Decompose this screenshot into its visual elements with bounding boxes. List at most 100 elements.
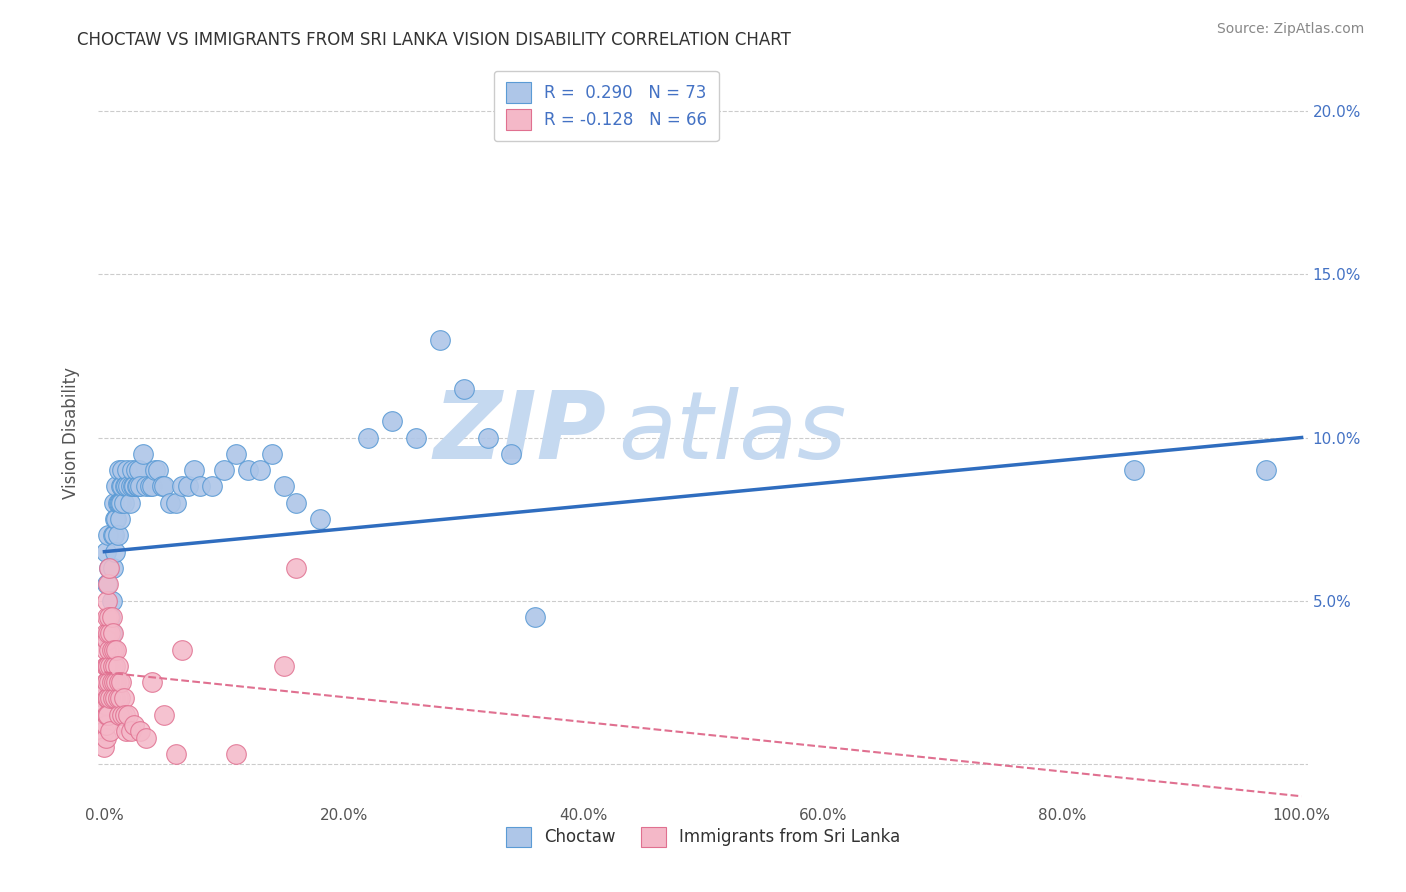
Point: [135, 731, 157, 745]
Point: [118, 496, 141, 510]
Point: [104, 512, 127, 526]
Point: [135, 479, 157, 493]
Point: [188, 479, 211, 493]
Point: [132, 447, 155, 461]
Point: [201, 479, 224, 493]
Point: [129, 479, 152, 493]
Legend: Choctaw, Immigrants from Sri Lanka: Choctaw, Immigrants from Sri Lanka: [499, 820, 907, 854]
Point: [93, 691, 115, 706]
Point: [357, 430, 380, 444]
Point: [103, 642, 125, 657]
Point: [309, 512, 332, 526]
Point: [94, 658, 117, 673]
Point: [273, 479, 295, 493]
Point: [108, 496, 131, 510]
Text: atlas: atlas: [619, 387, 846, 478]
Point: [94, 642, 117, 657]
Point: [98, 675, 121, 690]
Point: [141, 479, 163, 493]
Point: [139, 479, 162, 493]
Point: [96, 632, 118, 647]
Point: [93, 724, 115, 739]
Point: [94, 731, 117, 745]
Point: [94, 698, 117, 712]
Point: [1254, 463, 1277, 477]
Point: [105, 642, 128, 657]
Point: [98, 561, 121, 575]
Point: [153, 479, 176, 493]
Point: [97, 528, 120, 542]
Point: [273, 658, 295, 673]
Point: [96, 593, 118, 607]
Point: [96, 577, 118, 591]
Point: [225, 447, 247, 461]
Point: [96, 675, 118, 690]
Point: [94, 707, 117, 722]
Y-axis label: Vision Disability: Vision Disability: [62, 367, 80, 499]
Point: [96, 610, 118, 624]
Point: [405, 430, 427, 444]
Point: [141, 675, 163, 690]
Point: [260, 447, 283, 461]
Point: [107, 691, 129, 706]
Point: [111, 479, 134, 493]
Text: ZIP: ZIP: [433, 386, 606, 479]
Point: [108, 691, 131, 706]
Point: [124, 717, 146, 731]
Point: [236, 463, 259, 477]
Point: [94, 685, 117, 699]
Point: [159, 496, 181, 510]
Point: [129, 724, 152, 739]
Point: [125, 479, 148, 493]
Point: [115, 479, 138, 493]
Point: [117, 479, 139, 493]
Point: [112, 496, 135, 510]
Point: [165, 496, 187, 510]
Point: [94, 717, 117, 731]
Point: [172, 642, 194, 657]
Point: [103, 496, 125, 510]
Point: [120, 724, 142, 739]
Point: [100, 642, 122, 657]
Point: [225, 747, 247, 761]
Point: [111, 463, 134, 477]
Point: [107, 528, 129, 542]
Point: [122, 479, 145, 493]
Point: [284, 561, 307, 575]
Point: [524, 610, 547, 624]
Point: [112, 691, 135, 706]
Point: [107, 675, 129, 690]
Point: [98, 561, 121, 575]
Point: [1123, 463, 1146, 477]
Point: [104, 658, 127, 673]
Point: [110, 496, 132, 510]
Point: [477, 430, 499, 444]
Point: [94, 626, 117, 640]
Point: [183, 463, 205, 477]
Point: [120, 479, 142, 493]
Point: [107, 496, 129, 510]
Point: [101, 658, 124, 673]
Point: [105, 512, 128, 526]
Point: [107, 463, 129, 477]
Point: [501, 447, 523, 461]
Point: [108, 512, 131, 526]
Point: [172, 479, 194, 493]
Point: [153, 707, 176, 722]
Point: [107, 707, 129, 722]
Point: [107, 496, 129, 510]
Point: [105, 479, 128, 493]
Point: [117, 707, 139, 722]
Text: Source: ZipAtlas.com: Source: ZipAtlas.com: [1216, 22, 1364, 37]
Point: [96, 691, 118, 706]
Point: [96, 707, 118, 722]
Point: [100, 626, 122, 640]
Point: [150, 479, 173, 493]
Point: [143, 463, 166, 477]
Point: [453, 382, 475, 396]
Point: [97, 577, 120, 591]
Text: CHOCTAW VS IMMIGRANTS FROM SRI LANKA VISION DISABILITY CORRELATION CHART: CHOCTAW VS IMMIGRANTS FROM SRI LANKA VIS…: [77, 31, 792, 49]
Point: [103, 528, 125, 542]
Point: [97, 626, 120, 640]
Point: [98, 610, 121, 624]
